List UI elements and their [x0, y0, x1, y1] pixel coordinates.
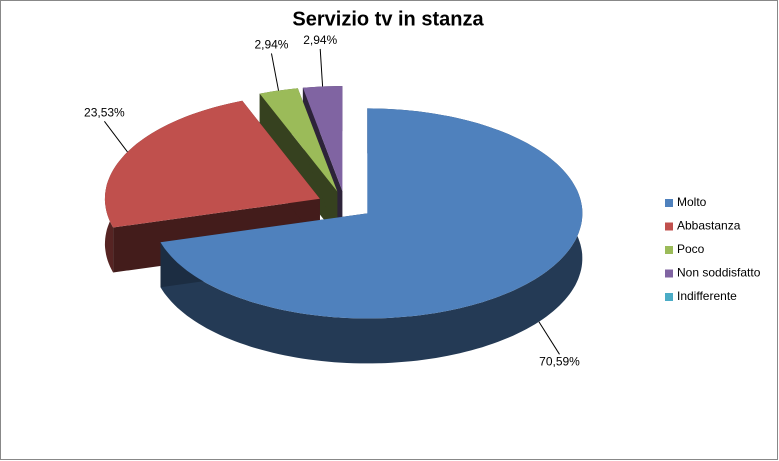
- pie-slice: [104, 100, 320, 228]
- legend-label: Non soddisfatto: [677, 266, 761, 280]
- legend-label: Poco: [677, 242, 705, 256]
- data-label: 70,59%: [539, 354, 580, 368]
- legend-swatch: [665, 269, 673, 278]
- legend-label: Indifferente: [677, 289, 737, 303]
- pie-slice: [259, 88, 338, 192]
- leader-line: [538, 321, 560, 355]
- legend-label: Abbastanza: [677, 219, 741, 233]
- leader-line: [319, 48, 324, 87]
- chart-title: Servizio tv in stanza: [292, 8, 484, 30]
- data-label: 2,94%: [303, 33, 337, 47]
- pie-slice: [302, 86, 343, 192]
- leader-line: [103, 121, 128, 153]
- leader-line: [270, 53, 280, 91]
- legend-label: Molto: [677, 195, 707, 209]
- data-label: 23,53%: [84, 105, 125, 119]
- legend-swatch: [665, 199, 673, 207]
- legend-swatch: [665, 246, 673, 254]
- pie-slice: [160, 108, 583, 319]
- legend-swatch: [665, 293, 673, 301]
- legend-swatch: [665, 222, 673, 231]
- data-label: 2,94%: [254, 38, 288, 52]
